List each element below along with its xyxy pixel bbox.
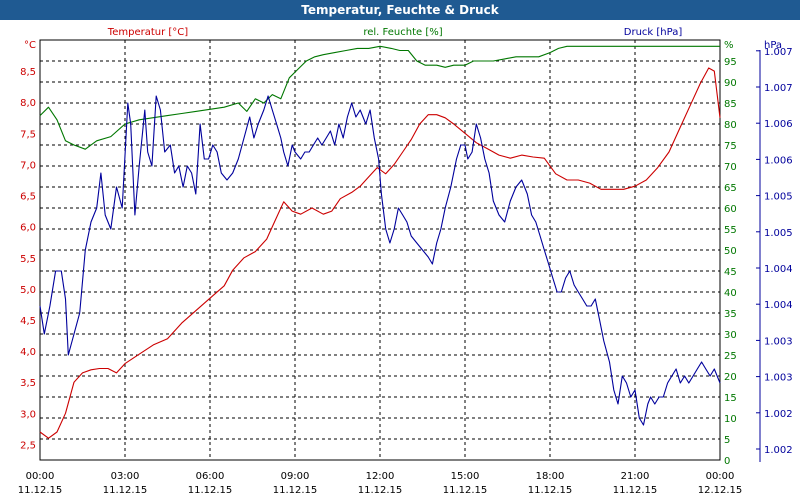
pressure-tick: 1.006 — [764, 155, 793, 166]
x-tick-date: 11.12.15 — [358, 485, 403, 496]
humidity-tick: 35 — [724, 309, 737, 320]
humidity-tick: 10 — [724, 414, 737, 425]
x-tick-date: 11.12.15 — [613, 485, 658, 496]
humidity-tick: 30 — [724, 330, 737, 341]
series-line-temperature — [39, 67, 721, 439]
humidity-tick: 5 — [724, 435, 730, 446]
humidity-tick: 60 — [724, 204, 737, 215]
x-tick-time: 03:00 — [111, 471, 140, 482]
series-line-pressure — [39, 95, 721, 426]
series-label-humidity: rel. Feuchte [%] — [363, 27, 442, 38]
temperature-tick: 8,0 — [20, 98, 36, 109]
pressure-unit: hPa — [764, 40, 782, 51]
temperature-tick: 8,5 — [20, 67, 36, 78]
pressure-tick: 1.002 — [764, 409, 793, 420]
x-tick-time: 21:00 — [621, 471, 650, 482]
x-tick-time: 15:00 — [451, 471, 480, 482]
x-tick-date: 11.12.15 — [273, 485, 318, 496]
x-tick-date: 11.12.15 — [18, 485, 63, 496]
humidity-tick: 70 — [724, 162, 737, 173]
x-tick-time: 06:00 — [196, 471, 225, 482]
temperature-tick: 3,5 — [20, 378, 36, 389]
pressure-tick: 1.007 — [764, 47, 793, 58]
series-label-temperature: Temperatur [°C] — [107, 27, 188, 38]
humidity-tick: 65 — [724, 183, 737, 194]
humidity-tick: 50 — [724, 246, 737, 257]
x-tick-time: 12:00 — [366, 471, 395, 482]
temperature-tick: 2,5 — [20, 440, 36, 451]
humidity-tick: 45 — [724, 267, 737, 278]
temperature-tick: 5,0 — [20, 285, 36, 296]
temperature-tick: 7,0 — [20, 160, 36, 171]
x-tick-time: 18:00 — [536, 471, 565, 482]
series-label-pressure: Druck [hPa] — [624, 27, 683, 38]
temperature-tick: 4,5 — [20, 316, 36, 327]
temperature-tick: 4,0 — [20, 347, 36, 358]
humidity-tick: 20 — [724, 372, 737, 383]
temperature-tick: 3,0 — [20, 409, 36, 420]
pressure-tick: 1.003 — [764, 373, 793, 384]
temperature-tick: 5,5 — [20, 254, 36, 265]
humidity-tick: 0 — [724, 456, 730, 467]
x-tick-date: 12.12.15 — [698, 485, 743, 496]
temperature-tick: 7,5 — [20, 129, 36, 140]
x-tick-time: 00:00 — [706, 471, 735, 482]
x-tick-date: 11.12.15 — [103, 485, 148, 496]
pressure-tick: 1.004 — [764, 264, 793, 275]
humidity-tick: 55 — [724, 225, 737, 236]
pressure-tick: 1.005 — [764, 228, 793, 239]
pressure-tick: 1.004 — [764, 300, 793, 311]
x-tick-date: 11.12.15 — [443, 485, 488, 496]
humidity-tick: 40 — [724, 288, 737, 299]
x-tick-time: 00:00 — [26, 471, 55, 482]
pressure-tick: 1.002 — [764, 445, 793, 456]
temperature-tick: 6,0 — [20, 223, 36, 234]
humidity-tick: 85 — [724, 99, 737, 110]
x-tick-date: 11.12.15 — [188, 485, 233, 496]
temperature-tick: 6,5 — [20, 192, 36, 203]
series-line-humidity — [39, 45, 720, 150]
pressure-tick: 1.005 — [764, 192, 793, 203]
humidity-tick: 95 — [724, 57, 737, 68]
humidity-tick: 80 — [724, 120, 737, 131]
x-tick-time: 09:00 — [281, 471, 310, 482]
humidity-tick: 75 — [724, 141, 737, 152]
chart-title: Temperatur, Feuchte & Druck — [0, 0, 800, 20]
humidity-tick: 15 — [724, 393, 737, 404]
humidity-tick: 90 — [724, 78, 737, 89]
humidity-unit: % — [724, 40, 734, 51]
pressure-tick: 1.006 — [764, 119, 793, 130]
humidity-tick: 25 — [724, 351, 737, 362]
x-tick-date: 11.12.15 — [528, 485, 573, 496]
pressure-tick: 1.007 — [764, 83, 793, 94]
pressure-tick: 1.003 — [764, 336, 793, 347]
temperature-unit: °C — [24, 40, 36, 51]
